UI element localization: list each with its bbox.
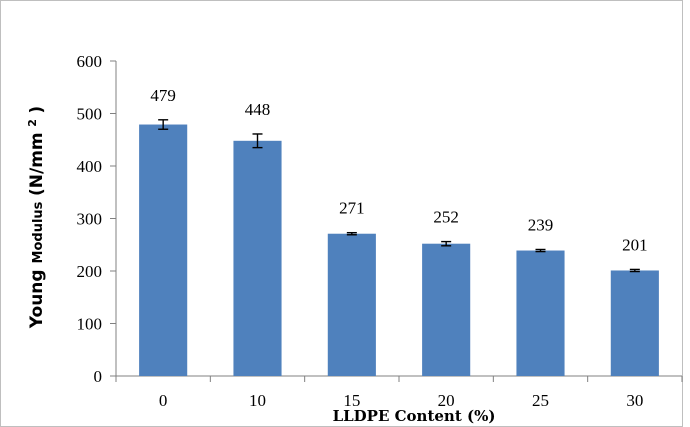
x-axis: 0 10 15 20 25 30 [115,375,683,410]
bar [516,250,565,376]
x-tick-label: 0 [159,391,168,410]
y-axis-title-part: (N/mm [27,132,47,196]
x-axis-title: LLDPE Content (%) [333,407,496,425]
y-tick-label: 0 [94,367,103,386]
y-axis-title-part: Modulus [31,201,46,263]
bar [233,140,282,376]
bar [610,270,659,376]
error-bars [158,119,640,273]
x-tick-label: 15 [343,391,360,410]
data-label: 252 [433,208,459,227]
y-tick-label: 500 [77,105,103,124]
data-label: 448 [245,100,271,119]
y-axis-title-part: ) [27,106,47,114]
data-labels: 479 448 271 252 239 201 [150,86,647,255]
x-tick-label: 25 [532,391,549,410]
data-label: 479 [150,86,176,105]
data-label: 201 [622,235,648,254]
y-tick-label: 100 [77,315,103,334]
y-axis-title-part: Young [27,263,47,329]
y-axis-title: Young Modulus (N/mm 2 ) [21,106,47,329]
y-tick-label: 300 [77,210,103,229]
bars [139,124,659,377]
y-tick-label: 600 [77,52,103,71]
x-tick-label: 10 [249,391,266,410]
data-label: 239 [528,215,554,234]
y-tick-label: 400 [77,157,103,176]
y-axis: 0 100 200 300 400 500 600 [77,52,117,386]
data-label: 271 [339,199,365,218]
bar [422,243,471,376]
bar [327,233,376,376]
y-axis-title-part: 2 [26,119,39,127]
x-tick-label: 30 [626,391,643,410]
bar [139,124,188,377]
x-tick-label: 20 [438,391,455,410]
y-tick-label: 200 [77,262,103,281]
